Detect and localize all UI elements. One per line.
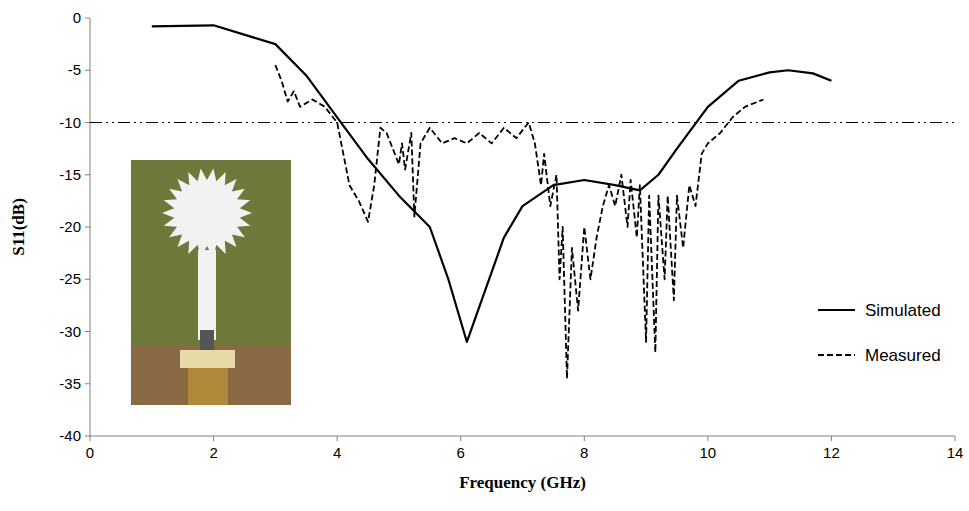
plot-area (90, 25, 955, 378)
inset-photo (131, 160, 291, 405)
connector (180, 350, 235, 368)
series-line (152, 25, 832, 342)
x-tick-label: 10 (700, 444, 717, 461)
connector-body (188, 368, 228, 405)
legend: Simulated Measured (818, 301, 941, 365)
y-tick-label: -40 (59, 427, 81, 444)
radiator (162, 169, 252, 258)
legend-swatch (818, 354, 855, 356)
x-tick (831, 436, 832, 441)
y-tick-label: -15 (59, 166, 81, 183)
y-tick-label: -30 (59, 323, 81, 340)
x-tick-label: 12 (823, 444, 840, 461)
x-tick (584, 436, 585, 441)
y-tick (85, 279, 90, 280)
x-tick-label: 4 (333, 444, 341, 461)
substrate (131, 160, 291, 345)
y-tick (85, 174, 90, 175)
x-tick-label: 6 (457, 444, 465, 461)
x-tick-label: 0 (86, 444, 94, 461)
chart: -40 -35 -30 -25 -20 -15 -10 -5 0 0 2 4 6 8 10 12 14 Frequ… (0, 0, 969, 511)
photo-background (131, 160, 291, 405)
x-tick (707, 436, 708, 441)
x-tick (90, 436, 91, 441)
y-tick (85, 436, 90, 437)
y-tick-label: -5 (68, 61, 81, 78)
pin (200, 330, 214, 350)
y-axis-title: S11(dB) (9, 198, 28, 256)
y-tick-label: -10 (59, 114, 81, 131)
x-tick-label: 2 (209, 444, 217, 461)
x-tick (460, 436, 461, 441)
y-tick (85, 18, 90, 19)
x-tick-label: 14 (947, 444, 964, 461)
x-tick (955, 436, 956, 441)
y-tick-label: 0 (73, 9, 81, 26)
y-tick (85, 227, 90, 228)
y-tick (85, 122, 90, 123)
y-tick (85, 383, 90, 384)
x-tick (213, 436, 214, 441)
x-axis (90, 436, 955, 437)
feed-line (198, 250, 216, 340)
legend-swatch (818, 309, 855, 311)
y-tick (85, 331, 90, 332)
x-tick-label: 8 (580, 444, 588, 461)
x-tick (337, 436, 338, 441)
y-tick-label: -20 (59, 218, 81, 235)
series-line (275, 65, 763, 378)
y-tick-label: -25 (59, 270, 81, 287)
x-axis-title: Frequency (GHz) (459, 473, 586, 492)
legend-label: Simulated (865, 301, 941, 320)
y-tick-label: -35 (59, 375, 81, 392)
legend-label: Measured (865, 346, 941, 365)
threshold-line (90, 122, 955, 123)
y-tick (85, 70, 90, 71)
